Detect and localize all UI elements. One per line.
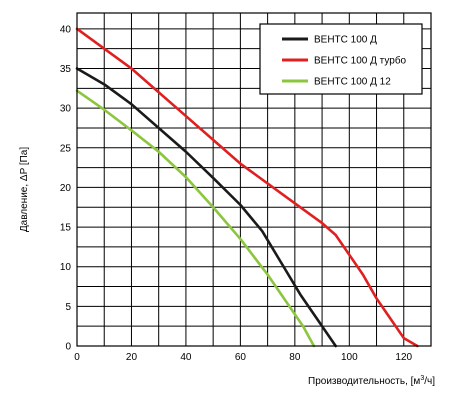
x-axis-label: Производительность, [м3/ч] — [308, 375, 435, 387]
x-axis-ticks: 0 20 40 60 80 100 120 — [74, 352, 412, 363]
series-layer — [75, 27, 419, 348]
x-axis-label-main: Производительность, [м — [308, 376, 420, 387]
y-tick-label: 25 — [60, 143, 72, 154]
x-tick-label: 80 — [289, 352, 301, 363]
y-tick-label: 40 — [60, 24, 72, 35]
legend-label: ВЕНТС 100 Д — [314, 35, 377, 46]
y-tick-label: 20 — [60, 183, 72, 194]
legend-label: ВЕНТС 100 Д 12 — [314, 77, 391, 88]
x-tick-label: 40 — [180, 352, 192, 363]
legend-label: ВЕНТС 100 Д турбо — [314, 55, 407, 67]
y-tick-label: 30 — [60, 104, 72, 115]
legend: ВЕНТС 100 Д ВЕНТС 100 Д турбо ВЕНТС 100 Д … — [259, 23, 423, 95]
y-tick-label: 15 — [60, 223, 72, 234]
y-axis-ticks: 0 5 10 15 20 25 30 35 40 — [60, 24, 72, 352]
series-line — [75, 27, 419, 348]
plot-frame — [76, 12, 432, 347]
y-tick-label: 35 — [60, 64, 72, 75]
y-tick-label: 0 — [65, 342, 71, 353]
x-tick-label: 20 — [126, 352, 138, 363]
x-tick-label: 120 — [395, 352, 412, 363]
series-line — [75, 67, 337, 348]
x-tick-label: 0 — [74, 352, 80, 363]
y-axis-label: Давление, ΔP [Па] — [19, 147, 30, 233]
x-axis-label-sup: 3 — [420, 375, 424, 382]
y-tick-label: 5 — [65, 302, 71, 313]
x-tick-label: 100 — [341, 352, 358, 363]
x-tick-label: 60 — [235, 352, 247, 363]
x-axis-label-tail: /ч] — [424, 376, 435, 387]
y-tick-label: 10 — [60, 262, 72, 273]
series-line — [75, 89, 316, 348]
